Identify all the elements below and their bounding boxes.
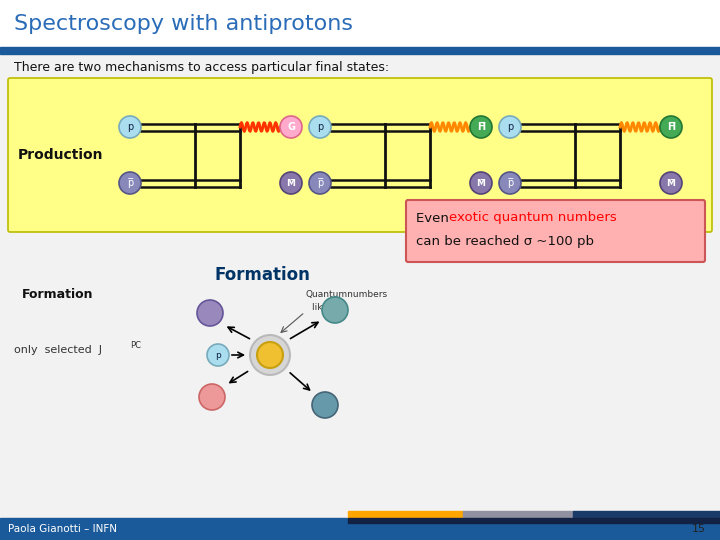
- Text: p: p: [317, 122, 323, 132]
- Circle shape: [257, 342, 283, 368]
- Circle shape: [207, 344, 229, 366]
- Text: p: p: [127, 122, 133, 132]
- Text: p: p: [507, 122, 513, 132]
- FancyBboxPatch shape: [8, 78, 712, 232]
- Text: p̅: p̅: [507, 178, 513, 188]
- Text: exotic quantum numbers: exotic quantum numbers: [449, 212, 617, 225]
- Bar: [0, 518, 720, 540]
- Bar: [0, 54, 720, 520]
- Text: p: p: [215, 350, 221, 360]
- Text: Paola Gianotti – INFN: Paola Gianotti – INFN: [8, 524, 117, 534]
- Text: Formation: Formation: [22, 288, 94, 301]
- Circle shape: [119, 116, 141, 138]
- Circle shape: [660, 172, 682, 194]
- Text: H̅: H̅: [667, 122, 675, 132]
- Text: H̅: H̅: [477, 122, 485, 132]
- Circle shape: [309, 172, 331, 194]
- Text: like p̅p: like p̅p: [312, 302, 342, 312]
- Bar: [0, 0, 720, 48]
- Text: only  selected  J: only selected J: [14, 345, 102, 355]
- Bar: [348, 518, 720, 523]
- Text: M̅: M̅: [667, 179, 675, 187]
- Circle shape: [197, 300, 223, 326]
- Text: PC: PC: [130, 341, 141, 349]
- Circle shape: [470, 116, 492, 138]
- Circle shape: [499, 172, 521, 194]
- Text: Even: Even: [416, 212, 453, 225]
- Text: Formation: Formation: [215, 266, 311, 284]
- Bar: [0, 47, 720, 54]
- Text: Spectroscopy with antiprotons: Spectroscopy with antiprotons: [14, 14, 353, 34]
- FancyBboxPatch shape: [406, 200, 705, 262]
- Bar: [348, 511, 463, 518]
- Text: M̅: M̅: [477, 179, 485, 187]
- Circle shape: [119, 172, 141, 194]
- Circle shape: [470, 172, 492, 194]
- Text: 15: 15: [692, 524, 706, 534]
- Text: can be reached σ ~100 pb: can be reached σ ~100 pb: [416, 235, 594, 248]
- Circle shape: [499, 116, 521, 138]
- Circle shape: [660, 116, 682, 138]
- Circle shape: [312, 392, 338, 418]
- Bar: [463, 511, 573, 518]
- Circle shape: [309, 116, 331, 138]
- Bar: [573, 511, 720, 518]
- Text: p̅: p̅: [127, 178, 133, 188]
- Text: p̅: p̅: [317, 178, 323, 188]
- Text: G: G: [287, 122, 295, 132]
- Circle shape: [280, 116, 302, 138]
- Text: Quantumnumbers: Quantumnumbers: [305, 291, 387, 300]
- Circle shape: [199, 384, 225, 410]
- Circle shape: [250, 335, 290, 375]
- Circle shape: [280, 172, 302, 194]
- Text: There are two mechanisms to access particular final states:: There are two mechanisms to access parti…: [14, 62, 389, 75]
- Text: Production: Production: [18, 148, 104, 162]
- Text: M̅: M̅: [287, 179, 295, 187]
- Circle shape: [322, 297, 348, 323]
